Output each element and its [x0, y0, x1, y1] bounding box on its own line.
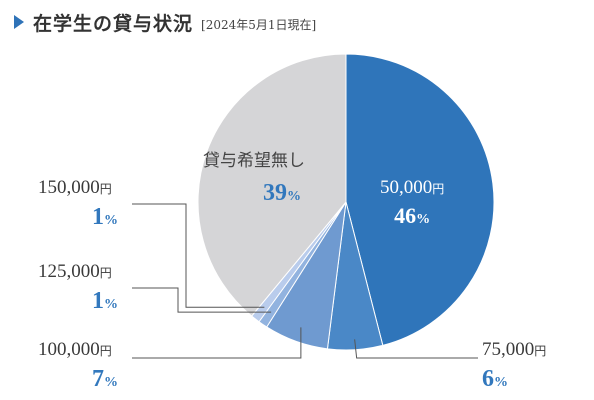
label-100000-pct-unit: % — [104, 375, 118, 390]
label-75000-unit: 円 — [534, 344, 547, 358]
slice-none — [197, 53, 347, 317]
label-none: 貸与希望無し 39% — [203, 151, 305, 206]
label-50000-amount: 50,000 — [380, 177, 433, 198]
leader-line-100000 — [132, 327, 302, 359]
label-125000-unit: 円 — [99, 266, 112, 280]
label-150000-amount: 150,000 — [38, 177, 100, 198]
label-75000-pct-unit: % — [494, 375, 508, 390]
label-150000-pct-unit: % — [104, 213, 118, 228]
chart-header: 在学生の貸与状況 [2024年5月1日現在] — [14, 8, 316, 36]
label-150000-pct: 1 — [92, 204, 104, 230]
label-100000-pct: 7 — [92, 366, 104, 392]
chart-title: 在学生の貸与状況 — [33, 12, 194, 35]
label-75000: 75,000円 6% — [482, 340, 546, 391]
label-150000: 150,000円 1% — [38, 178, 118, 229]
label-100000: 100,000円 7% — [38, 340, 118, 391]
label-none-name: 貸与希望無し — [203, 151, 305, 171]
label-100000-amount: 100,000 — [38, 339, 100, 360]
label-150000-unit: 円 — [99, 182, 112, 196]
leader-line-150000 — [132, 203, 265, 308]
label-125000-pct: 1 — [92, 288, 104, 314]
label-75000-pct: 6 — [482, 366, 494, 392]
label-75000-amount: 75,000 — [482, 339, 535, 360]
label-50000-pct: 46 — [394, 203, 417, 228]
leader-line-125000 — [132, 287, 272, 313]
leader-line-75000 — [354, 339, 478, 359]
label-none-pct-unit: % — [287, 189, 301, 204]
label-50000: 50,000円 46% — [380, 178, 444, 227]
label-none-pct: 39 — [263, 180, 287, 206]
triangle-marker-icon — [14, 15, 24, 29]
chart-subtitle: [2024年5月1日現在] — [201, 17, 317, 32]
label-100000-unit: 円 — [99, 344, 112, 358]
label-50000-pct-unit: % — [416, 212, 431, 227]
label-125000-amount: 125,000 — [38, 261, 100, 282]
label-125000-pct-unit: % — [104, 297, 118, 312]
label-50000-unit: 円 — [432, 182, 445, 196]
slice-50000 — [345, 53, 495, 346]
label-125000: 125,000円 1% — [38, 262, 118, 313]
